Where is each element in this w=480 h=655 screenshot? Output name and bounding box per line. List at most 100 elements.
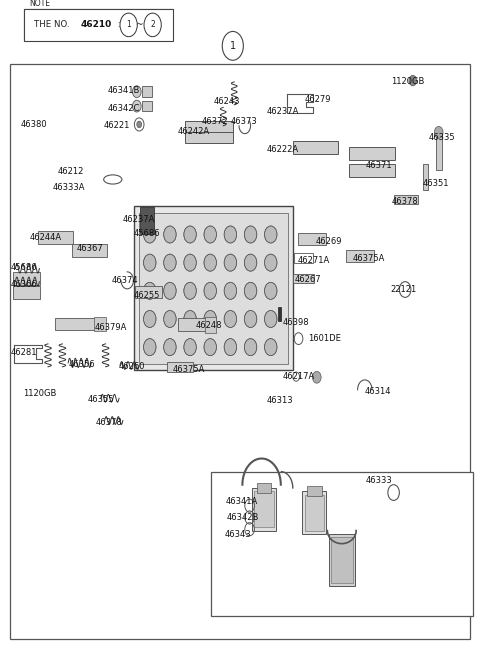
Text: 46281: 46281 <box>11 348 37 357</box>
Text: 46341A: 46341A <box>226 497 258 506</box>
Circle shape <box>132 100 141 112</box>
Text: 46333A: 46333A <box>53 183 85 192</box>
Text: 46260: 46260 <box>119 362 145 371</box>
Circle shape <box>264 282 277 299</box>
Circle shape <box>164 339 176 356</box>
Text: 46356: 46356 <box>68 360 95 369</box>
Circle shape <box>264 226 277 243</box>
Bar <box>257 483 271 493</box>
Bar <box>24 9 173 41</box>
Bar <box>13 286 40 299</box>
Circle shape <box>132 86 141 98</box>
Text: 46398: 46398 <box>282 318 309 327</box>
Bar <box>38 231 73 244</box>
Circle shape <box>144 310 156 328</box>
Circle shape <box>184 226 196 243</box>
Text: 46366: 46366 <box>11 280 37 289</box>
Circle shape <box>244 310 257 328</box>
Bar <box>178 318 209 331</box>
Text: 1601DE: 1601DE <box>308 334 341 343</box>
Text: NOTE: NOTE <box>29 0 50 8</box>
Circle shape <box>164 282 176 299</box>
Text: :: : <box>115 20 123 29</box>
Bar <box>185 132 233 143</box>
Bar <box>349 164 395 177</box>
Text: 46242A: 46242A <box>178 126 210 136</box>
Text: 46373: 46373 <box>230 117 257 126</box>
Circle shape <box>224 310 237 328</box>
Text: 46217A: 46217A <box>282 372 314 381</box>
Circle shape <box>184 339 196 356</box>
Text: 46371: 46371 <box>366 160 392 170</box>
Circle shape <box>224 339 237 356</box>
Circle shape <box>204 282 216 299</box>
Bar <box>211 472 473 616</box>
Text: 46335: 46335 <box>429 133 455 142</box>
Circle shape <box>264 254 277 271</box>
Bar <box>205 317 216 333</box>
Bar <box>167 362 193 372</box>
Text: 1120GB: 1120GB <box>23 388 57 398</box>
Circle shape <box>164 310 176 328</box>
Circle shape <box>144 226 156 243</box>
Text: 46342B: 46342B <box>227 513 259 522</box>
Bar <box>252 488 276 531</box>
Circle shape <box>264 339 277 356</box>
Bar <box>307 486 322 496</box>
Circle shape <box>224 254 237 271</box>
Bar <box>72 244 107 257</box>
Text: 46379A: 46379A <box>95 323 127 332</box>
Circle shape <box>144 339 156 356</box>
Text: 1: 1 <box>230 41 236 51</box>
Bar <box>394 195 418 204</box>
Bar <box>142 101 152 111</box>
Bar <box>278 307 281 321</box>
Circle shape <box>184 282 196 299</box>
Circle shape <box>244 226 257 243</box>
Text: 46355: 46355 <box>87 395 114 404</box>
Text: 45686: 45686 <box>133 229 160 238</box>
Circle shape <box>224 226 237 243</box>
Bar <box>293 274 314 283</box>
Circle shape <box>204 254 216 271</box>
Bar <box>135 286 162 298</box>
Text: 46243: 46243 <box>214 97 240 106</box>
Text: 46255: 46255 <box>133 291 160 300</box>
Text: 46269: 46269 <box>316 236 342 246</box>
Circle shape <box>184 310 196 328</box>
Bar <box>142 86 152 97</box>
Text: 46378: 46378 <box>392 197 419 206</box>
Circle shape <box>244 254 257 271</box>
Text: 46267: 46267 <box>295 274 321 284</box>
Text: 46279: 46279 <box>305 95 331 104</box>
Text: 46374: 46374 <box>112 276 138 285</box>
Bar <box>298 233 326 245</box>
Bar <box>349 147 395 160</box>
Text: 46244A: 46244A <box>30 233 62 242</box>
Bar <box>331 537 353 583</box>
Bar <box>10 64 470 639</box>
Circle shape <box>164 226 176 243</box>
Text: 46367: 46367 <box>77 244 104 253</box>
Circle shape <box>312 371 321 383</box>
Circle shape <box>204 226 216 243</box>
Circle shape <box>204 339 216 356</box>
Text: 46380: 46380 <box>21 120 47 129</box>
Circle shape <box>144 282 156 299</box>
Circle shape <box>244 339 257 356</box>
Text: 46212: 46212 <box>58 167 84 176</box>
Text: 46210: 46210 <box>81 20 112 29</box>
Text: 2: 2 <box>150 20 155 29</box>
Bar <box>140 207 154 234</box>
Bar <box>329 534 355 586</box>
Text: 46333: 46333 <box>366 476 393 485</box>
Text: 46237A: 46237A <box>122 215 155 224</box>
Text: 46222A: 46222A <box>266 145 299 155</box>
Circle shape <box>434 126 443 138</box>
Text: 46372: 46372 <box>202 117 228 126</box>
Bar <box>305 495 324 531</box>
Text: 1120GB: 1120GB <box>391 77 425 86</box>
Text: 46343: 46343 <box>225 530 251 539</box>
Bar <box>436 131 442 170</box>
Circle shape <box>409 75 417 86</box>
